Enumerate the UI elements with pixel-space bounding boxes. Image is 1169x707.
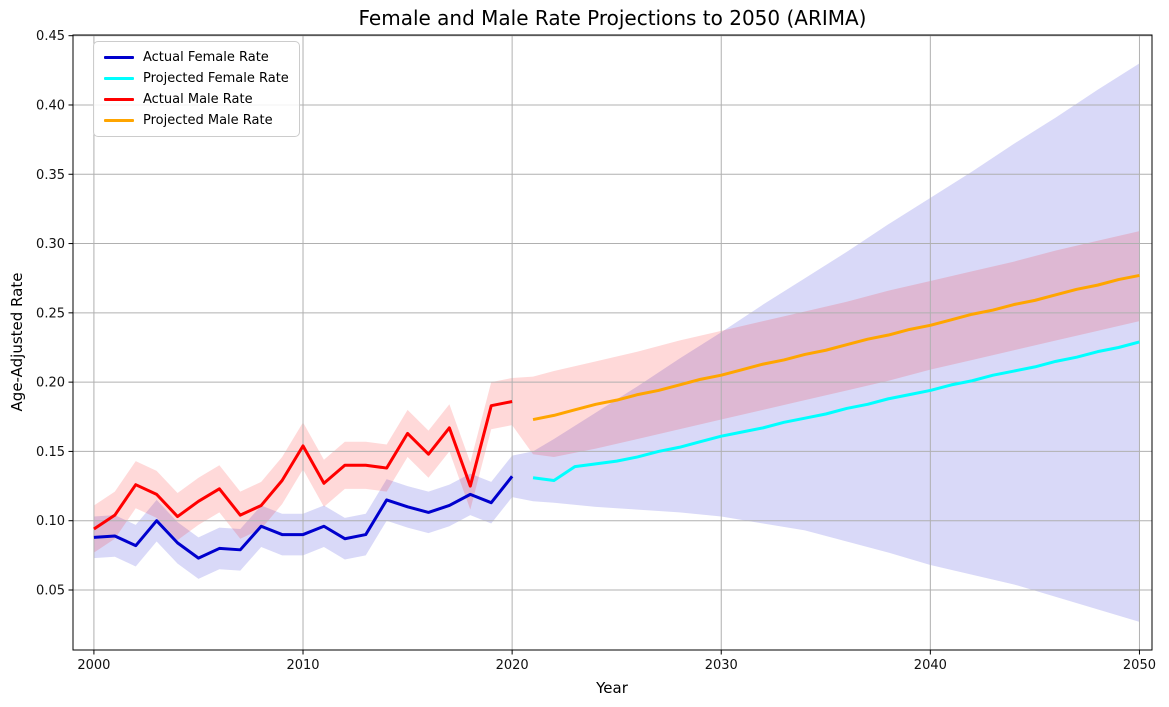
x-tick-label-2010: 2010 [286, 658, 319, 673]
x-tick-label-2030: 2030 [705, 658, 738, 673]
y-tick-label-0.05: 0.05 [36, 583, 65, 598]
y-tick-label-0.35: 0.35 [36, 168, 65, 183]
projected-male-ci-band [512, 231, 1140, 457]
legend: Actual Female Rate Projected Female Rate A… [93, 41, 300, 137]
actual-male-rate-line [93, 400, 513, 531]
legend-label-projected-male-rate: Projected Male Rate [143, 113, 273, 128]
projected-female-rate-swatch-line [104, 77, 134, 80]
projected-female-ci-band [512, 63, 1140, 622]
projected-male-rate-line [532, 273, 1140, 422]
legend-item-actual-male-rate: Actual Male Rate [104, 91, 289, 108]
x-tick-label-2020: 2020 [496, 658, 529, 673]
legend-item-actual-female-rate: Actual Female Rate [104, 49, 289, 66]
plot-border [72, 34, 1153, 651]
y-tick-label-0.25: 0.25 [36, 306, 65, 321]
actual-male-rate-swatch-line [104, 98, 134, 101]
legend-label-projected-female-rate: Projected Female Rate [143, 71, 289, 86]
projected-male-rate-swatch-line [104, 119, 134, 122]
y-tick-label-0.10: 0.10 [36, 514, 65, 529]
legend-label-actual-male-rate: Actual Male Rate [143, 92, 253, 107]
x-tick-label-2050: 2050 [1123, 658, 1156, 673]
x-tick-label-2040: 2040 [914, 658, 947, 673]
y-tick-label-0.15: 0.15 [36, 445, 65, 460]
y-tick-label-0.30: 0.30 [36, 237, 65, 252]
y-tick-label-0.45: 0.45 [36, 29, 65, 44]
chart-title: Female and Male Rate Projections to 2050… [358, 6, 867, 30]
x-tick-label-2000: 2000 [77, 658, 110, 673]
legend-label-actual-female-rate: Actual Female Rate [143, 50, 269, 65]
legend-item-projected-female-rate: Projected Female Rate [104, 70, 289, 87]
y-tick-label-0.40: 0.40 [36, 98, 65, 113]
y-tick-label-0.20: 0.20 [36, 376, 65, 391]
legend-item-projected-male-rate: Projected Male Rate [104, 112, 289, 129]
actual-female-rate-line [93, 475, 514, 560]
x-axis-label: Year [596, 679, 628, 697]
actual-female-rate-swatch-line [104, 56, 134, 59]
projected-female-rate-line [532, 340, 1140, 483]
y-axis-label: Age-Adjusted Rate [8, 272, 26, 412]
